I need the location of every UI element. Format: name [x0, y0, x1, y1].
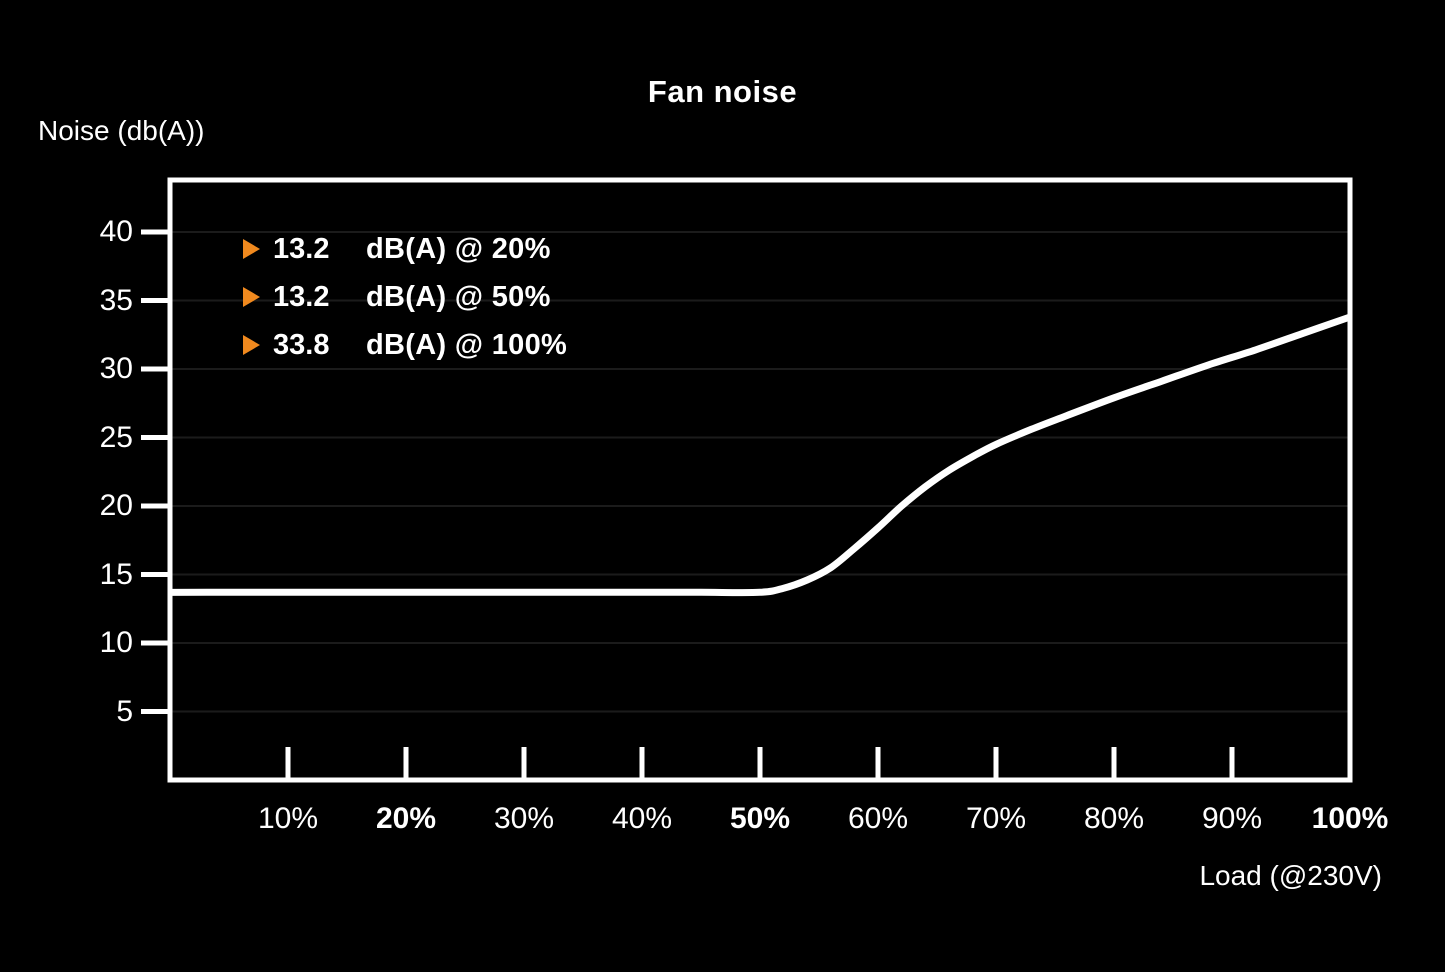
- x-tick-label: 70%: [965, 802, 1027, 835]
- y-tick-label: 35: [99, 283, 133, 317]
- y-tick-label: 15: [99, 557, 133, 591]
- legend-item: 13.2 dB(A) @ 20%: [243, 229, 567, 269]
- y-tick-label: 5: [116, 694, 133, 728]
- legend-item: 33.8 dB(A) @ 100%: [243, 325, 567, 365]
- chart-title: Fan noise: [647, 74, 798, 109]
- legend-label: dB(A) @ 50%: [366, 280, 551, 313]
- legend: 13.2 dB(A) @ 20% 13.2 dB(A) @ 50% 33.8 d…: [243, 229, 567, 365]
- legend-value: 33.8: [273, 328, 330, 361]
- x-tick-label: 60%: [847, 802, 909, 835]
- y-axis-label: Noise (db(A)): [38, 115, 205, 146]
- x-tick-label: 50%: [729, 802, 791, 835]
- y-tick-label: 20: [99, 489, 133, 523]
- plot-border: [167, 177, 1353, 783]
- x-tick-label: 90%: [1201, 802, 1263, 835]
- noise-curve: [169, 313, 1352, 597]
- x-tick-label: 10%: [257, 802, 319, 835]
- legend-value: 13.2: [273, 232, 330, 265]
- x-axis-label: Load (@230V): [1199, 860, 1382, 891]
- triangle-right-icon: [243, 287, 260, 307]
- x-tick-label: 30%: [493, 802, 555, 835]
- x-tick-label: 20%: [375, 802, 437, 835]
- x-tick-label: 100%: [1311, 802, 1389, 835]
- y-tick-label: 30: [99, 352, 133, 386]
- legend-label: dB(A) @ 100%: [366, 328, 568, 361]
- triangle-right-icon: [243, 335, 260, 355]
- y-tick-label: 10: [99, 626, 133, 659]
- y-tick-label: 25: [99, 420, 133, 454]
- x-tick-label: 80%: [1083, 802, 1145, 835]
- legend-label: dB(A) @ 20%: [366, 232, 551, 265]
- y-tick-label: 40: [99, 215, 133, 249]
- legend-value: 13.2: [273, 280, 330, 313]
- x-tick-label: 40%: [611, 802, 673, 835]
- triangle-right-icon: [243, 239, 260, 259]
- legend-item: 13.2 dB(A) @ 50%: [243, 277, 567, 317]
